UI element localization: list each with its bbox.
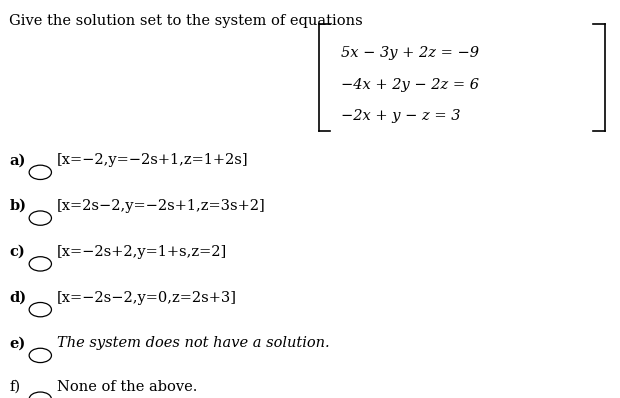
Text: 5x − 3y + 2z = −9: 5x − 3y + 2z = −9 [341, 46, 479, 60]
Text: −2x + y − z = 3: −2x + y − z = 3 [341, 109, 461, 123]
Text: b): b) [9, 199, 26, 213]
Text: a): a) [9, 153, 25, 167]
Text: d): d) [9, 291, 27, 304]
Text: The system does not have a solution.: The system does not have a solution. [57, 336, 330, 350]
Text: [x=−2s+2,y=1+s,z=2]: [x=−2s+2,y=1+s,z=2] [57, 245, 228, 259]
Text: −4x + 2y − 2z = 6: −4x + 2y − 2z = 6 [341, 78, 479, 92]
Text: [x=−2s−2,y=0,z=2s+3]: [x=−2s−2,y=0,z=2s+3] [57, 291, 237, 304]
Text: None of the above.: None of the above. [57, 380, 197, 394]
Text: [x=−2,y=−2s+1,z=1+2s]: [x=−2,y=−2s+1,z=1+2s] [57, 153, 249, 167]
Text: c): c) [9, 245, 25, 259]
Text: f): f) [9, 380, 20, 394]
Text: Give the solution set to the system of equations: Give the solution set to the system of e… [9, 14, 363, 28]
Text: e): e) [9, 336, 25, 350]
Text: [x=2s−2,y=−2s+1,z=3s+2]: [x=2s−2,y=−2s+1,z=3s+2] [57, 199, 266, 213]
